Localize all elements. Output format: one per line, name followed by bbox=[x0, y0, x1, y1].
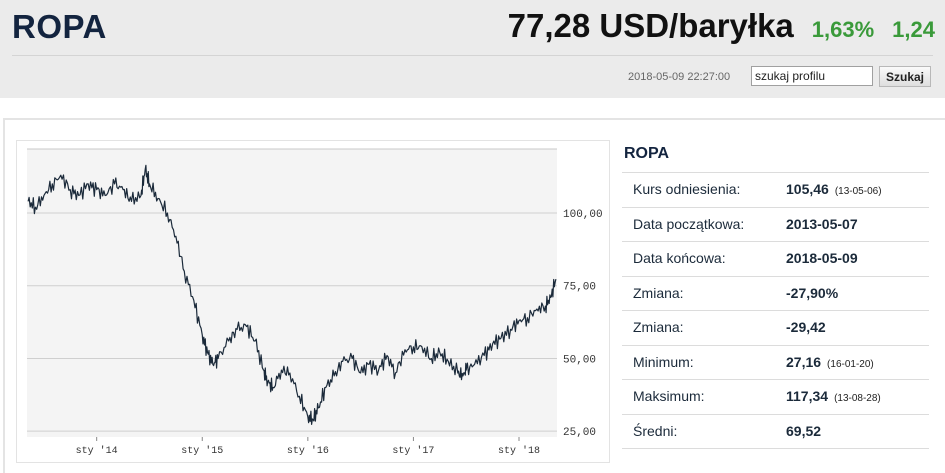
info-row-label: Zmiana: bbox=[633, 319, 684, 335]
change-percent: 1,63% bbox=[811, 17, 875, 42]
info-row-label: Średni: bbox=[633, 422, 678, 439]
info-row-label: Data początkowa: bbox=[633, 215, 745, 232]
profile-search-input[interactable] bbox=[751, 66, 873, 86]
info-value-text: 27,16 bbox=[786, 353, 822, 370]
x-tick-label: sty '14 bbox=[76, 445, 118, 457]
info-table: Kurs odniesienia: 105,46 (13-05-06) Data po… bbox=[622, 172, 929, 449]
plot-area bbox=[27, 149, 557, 437]
info-value-date-note: (16-01-20) bbox=[827, 358, 874, 370]
x-tick-label: sty '17 bbox=[392, 445, 434, 457]
info-row-label: Maksimum: bbox=[633, 388, 705, 404]
info-row-label: Zmiana: bbox=[633, 284, 684, 301]
y-tick-label: 100,00 bbox=[563, 209, 603, 221]
x-tick-label: sty '15 bbox=[181, 445, 223, 457]
price-chart-svg: 25,00 50,00 75,00 100,00 sty '14 sty '15 sty '… bbox=[27, 148, 603, 457]
info-row: Data początkowa: 2013-05-07 bbox=[622, 208, 929, 242]
x-tick-label: sty '18 bbox=[498, 445, 540, 457]
info-row: Minimum: 27,16 (16-01-20) bbox=[622, 346, 929, 380]
info-row: Maksimum: 117,34 (13-08-28) bbox=[622, 380, 929, 415]
quote-header: ROPA 77,28 USD/baryłka 1,63% 1,24 2018-0… bbox=[0, 0, 945, 98]
price-line: 77,28 USD/baryłka 1,63% 1,24 bbox=[508, 7, 935, 45]
info-row-value: 69,52 bbox=[786, 423, 821, 439]
quote-timestamp: 2018-05-09 22:27:00 bbox=[628, 71, 731, 83]
info-panel-title: ROPA bbox=[624, 145, 670, 162]
y-tick-label: 50,00 bbox=[563, 354, 596, 366]
content-frame bbox=[3, 118, 945, 473]
current-price: 77,28 USD/baryłka bbox=[507, 7, 794, 44]
instrument-title: ROPA bbox=[12, 8, 107, 45]
info-row-value: 2013-05-07 bbox=[786, 216, 858, 232]
info-value-text: -29,42 bbox=[786, 319, 826, 335]
info-value-date-note: (13-05-06) bbox=[834, 186, 882, 197]
info-row: Data końcowa: 2018-05-09 bbox=[622, 242, 929, 277]
price-series-line bbox=[27, 164, 557, 425]
info-value-text: 2013-05-07 bbox=[786, 215, 858, 232]
x-tick-label: sty '16 bbox=[287, 445, 329, 457]
info-row-value: -27,90% bbox=[786, 285, 838, 301]
info-value-text: 117,34 bbox=[786, 388, 829, 404]
info-row-value: -29,42 bbox=[786, 319, 826, 335]
info-row-label: Kurs odniesienia: bbox=[633, 181, 741, 197]
info-row-value: 27,16 (16-01-20) bbox=[786, 354, 874, 370]
info-value-text: 105,46 bbox=[786, 181, 829, 197]
price-chart: 25,00 50,00 75,00 100,00 sty '14 sty '15 sty '… bbox=[16, 140, 610, 463]
y-tick-label: 75,00 bbox=[563, 282, 596, 294]
info-row: Średni: 69,52 bbox=[622, 415, 929, 449]
info-row-value: 117,34 (13-08-28) bbox=[786, 388, 881, 404]
info-value-text: -27,90% bbox=[786, 284, 839, 301]
info-row-value: 105,46 (13-05-06) bbox=[786, 181, 882, 197]
info-row: Zmiana: -27,90% bbox=[622, 277, 929, 311]
info-row: Kurs odniesienia: 105,46 (13-05-06) bbox=[622, 172, 929, 208]
header-divider bbox=[12, 55, 933, 56]
info-value-text: 2018-05-09 bbox=[786, 250, 858, 266]
change-absolute: 1,24 bbox=[892, 17, 935, 42]
search-button[interactable]: Szukaj bbox=[879, 66, 931, 87]
info-row-label: Data końcowa: bbox=[633, 250, 726, 266]
info-value-text: 69,52 bbox=[786, 422, 822, 439]
info-row-value: 2018-05-09 bbox=[786, 250, 858, 266]
y-tick-label: 25,00 bbox=[563, 427, 596, 439]
info-value-date-note: (13-08-28) bbox=[834, 393, 881, 404]
info-row: Zmiana: -29,42 bbox=[622, 311, 929, 346]
info-row-label: Minimum: bbox=[633, 353, 694, 370]
